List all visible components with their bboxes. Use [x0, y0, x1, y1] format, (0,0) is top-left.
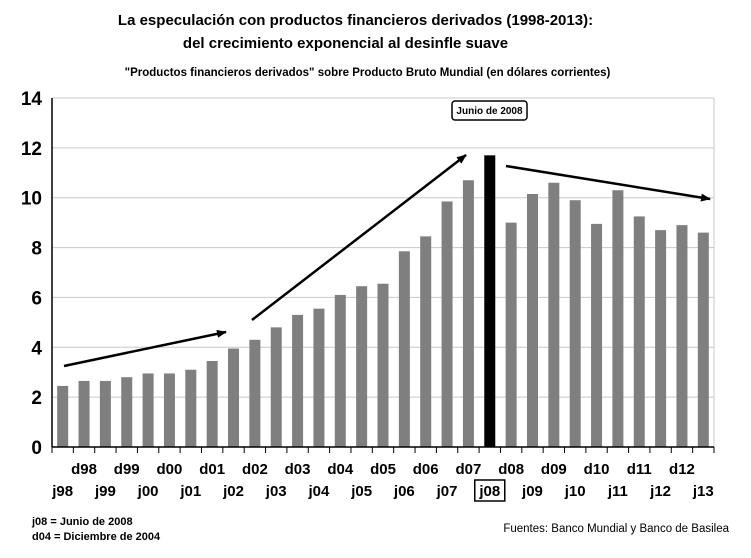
y-tick-label: 4 — [31, 338, 42, 359]
bar-d03 — [292, 314, 304, 447]
callout-label: Junio de 2008 — [456, 106, 523, 117]
trend-arrow-2 — [251, 154, 467, 321]
x-tick-label-j08: j08 — [478, 483, 500, 500]
source-note: Fuentes: Banco Mundial y Banco de Basile… — [503, 523, 729, 535]
bar-j00 — [142, 373, 154, 447]
trend-arrow-1 — [63, 329, 227, 368]
x-tick-label-d02: d02 — [242, 461, 268, 478]
x-tick-label-j11: j11 — [607, 483, 628, 500]
chart-title-line2: del crecimiento exponencial al desinfle … — [182, 35, 509, 52]
bar-j09 — [526, 193, 538, 447]
bars — [57, 155, 709, 448]
bar-d08 — [505, 222, 517, 447]
bar-j02 — [228, 348, 240, 447]
callout: Junio de 2008 — [451, 100, 528, 121]
x-tick-label-d05: d05 — [370, 461, 396, 478]
footnote-j08: j08 = Junio de 2008 — [32, 516, 133, 528]
tick-labels: 0 2 4 6 8 10 12 14 d98 d99 d00 d01 d02 d03 d04 d05 d06 d0… — [21, 89, 714, 502]
bar-d05 — [377, 283, 389, 447]
highlight-label-box — [474, 479, 506, 502]
x-tick-label-j01: j01 — [179, 483, 201, 500]
bar-d02 — [249, 339, 261, 447]
y-tick-label: 12 — [21, 139, 42, 160]
x-tick-label-j07: j07 — [436, 483, 458, 500]
x-tick-label-d10: d10 — [584, 461, 610, 478]
bar-j07 — [441, 201, 453, 447]
bar-d04 — [334, 294, 346, 447]
x-tick-label-j12: j12 — [649, 483, 671, 500]
x-tick-label-d98: d98 — [71, 461, 97, 478]
y-tick-label: 10 — [21, 189, 42, 210]
x-tick-label-j05: j05 — [350, 483, 372, 500]
y-tick-label: 6 — [31, 288, 42, 309]
bar-j98 — [57, 385, 69, 447]
x-tick-label-j99: j99 — [94, 483, 116, 500]
x-tick-label-d12: d12 — [669, 461, 695, 478]
x-tick-label-j00: j00 — [137, 483, 159, 500]
callout-box — [451, 100, 528, 121]
bar-d11 — [633, 216, 645, 447]
x-tick-label-j98: j98 — [51, 483, 73, 500]
x-tick-label-j10: j10 — [564, 483, 586, 500]
x-tick-label-d01: d01 — [199, 461, 225, 478]
axes — [51, 98, 715, 453]
bar-chart: 0 2 4 6 8 10 12 14 d98 d99 d00 d01 d02 d03 d04 d05 d06 d0… — [21, 89, 715, 502]
x-tick-label-d03: d03 — [285, 461, 311, 478]
bar-d99 — [121, 377, 133, 447]
x-tick-label-d11: d11 — [627, 461, 652, 478]
x-tick-label-d07: d07 — [455, 461, 481, 478]
bar-d01 — [206, 360, 218, 447]
bar-d00 — [163, 373, 175, 447]
x-tick-label-d04: d04 — [327, 461, 354, 478]
x-tick-label-j03: j03 — [265, 483, 287, 500]
x-tick-label-d09: d09 — [541, 461, 567, 478]
bar-j06 — [398, 251, 410, 447]
bar-j01 — [185, 369, 197, 447]
x-tick-label-d99: d99 — [114, 461, 140, 478]
bar-j08 — [484, 155, 496, 448]
x-tick-label-j13: j13 — [692, 483, 714, 500]
bar-j13 — [697, 232, 709, 447]
y-tick-label: 8 — [31, 239, 42, 260]
x-tick-label-j04: j04 — [308, 483, 331, 500]
bar-j04 — [313, 308, 325, 447]
trend-arrow-3 — [505, 164, 711, 202]
bar-j10 — [569, 200, 581, 447]
y-tick-label: 2 — [31, 388, 42, 409]
bar-j12 — [655, 230, 667, 447]
y-tick-label: 14 — [21, 89, 43, 110]
footnote-d04: d04 = Diciembre de 2004 — [32, 531, 161, 543]
x-tick-label-j06: j06 — [393, 483, 415, 500]
bar-d09 — [548, 182, 560, 447]
chart-title: La especulación con productos financiero… — [117, 12, 594, 29]
bar-d12 — [676, 225, 688, 447]
x-tick-label-d00: d00 — [157, 461, 183, 478]
bar-d07 — [462, 180, 474, 447]
bar-d06 — [420, 236, 432, 447]
bar-d10 — [591, 223, 603, 447]
x-tick-label-j09: j09 — [521, 483, 543, 500]
bar-d98 — [78, 380, 90, 447]
chart-subtitle: "Productos financieros derivados" sobre … — [124, 67, 611, 79]
x-tick-label-d06: d06 — [413, 461, 439, 478]
x-tick-label-j02: j02 — [222, 483, 244, 500]
y-tick-label: 0 — [31, 438, 42, 459]
bar-j11 — [612, 190, 624, 447]
bar-j05 — [356, 286, 368, 447]
bar-j03 — [270, 327, 282, 447]
x-tick-label-d08: d08 — [498, 461, 524, 478]
trend-arrows — [63, 154, 711, 368]
bar-j99 — [99, 380, 111, 447]
